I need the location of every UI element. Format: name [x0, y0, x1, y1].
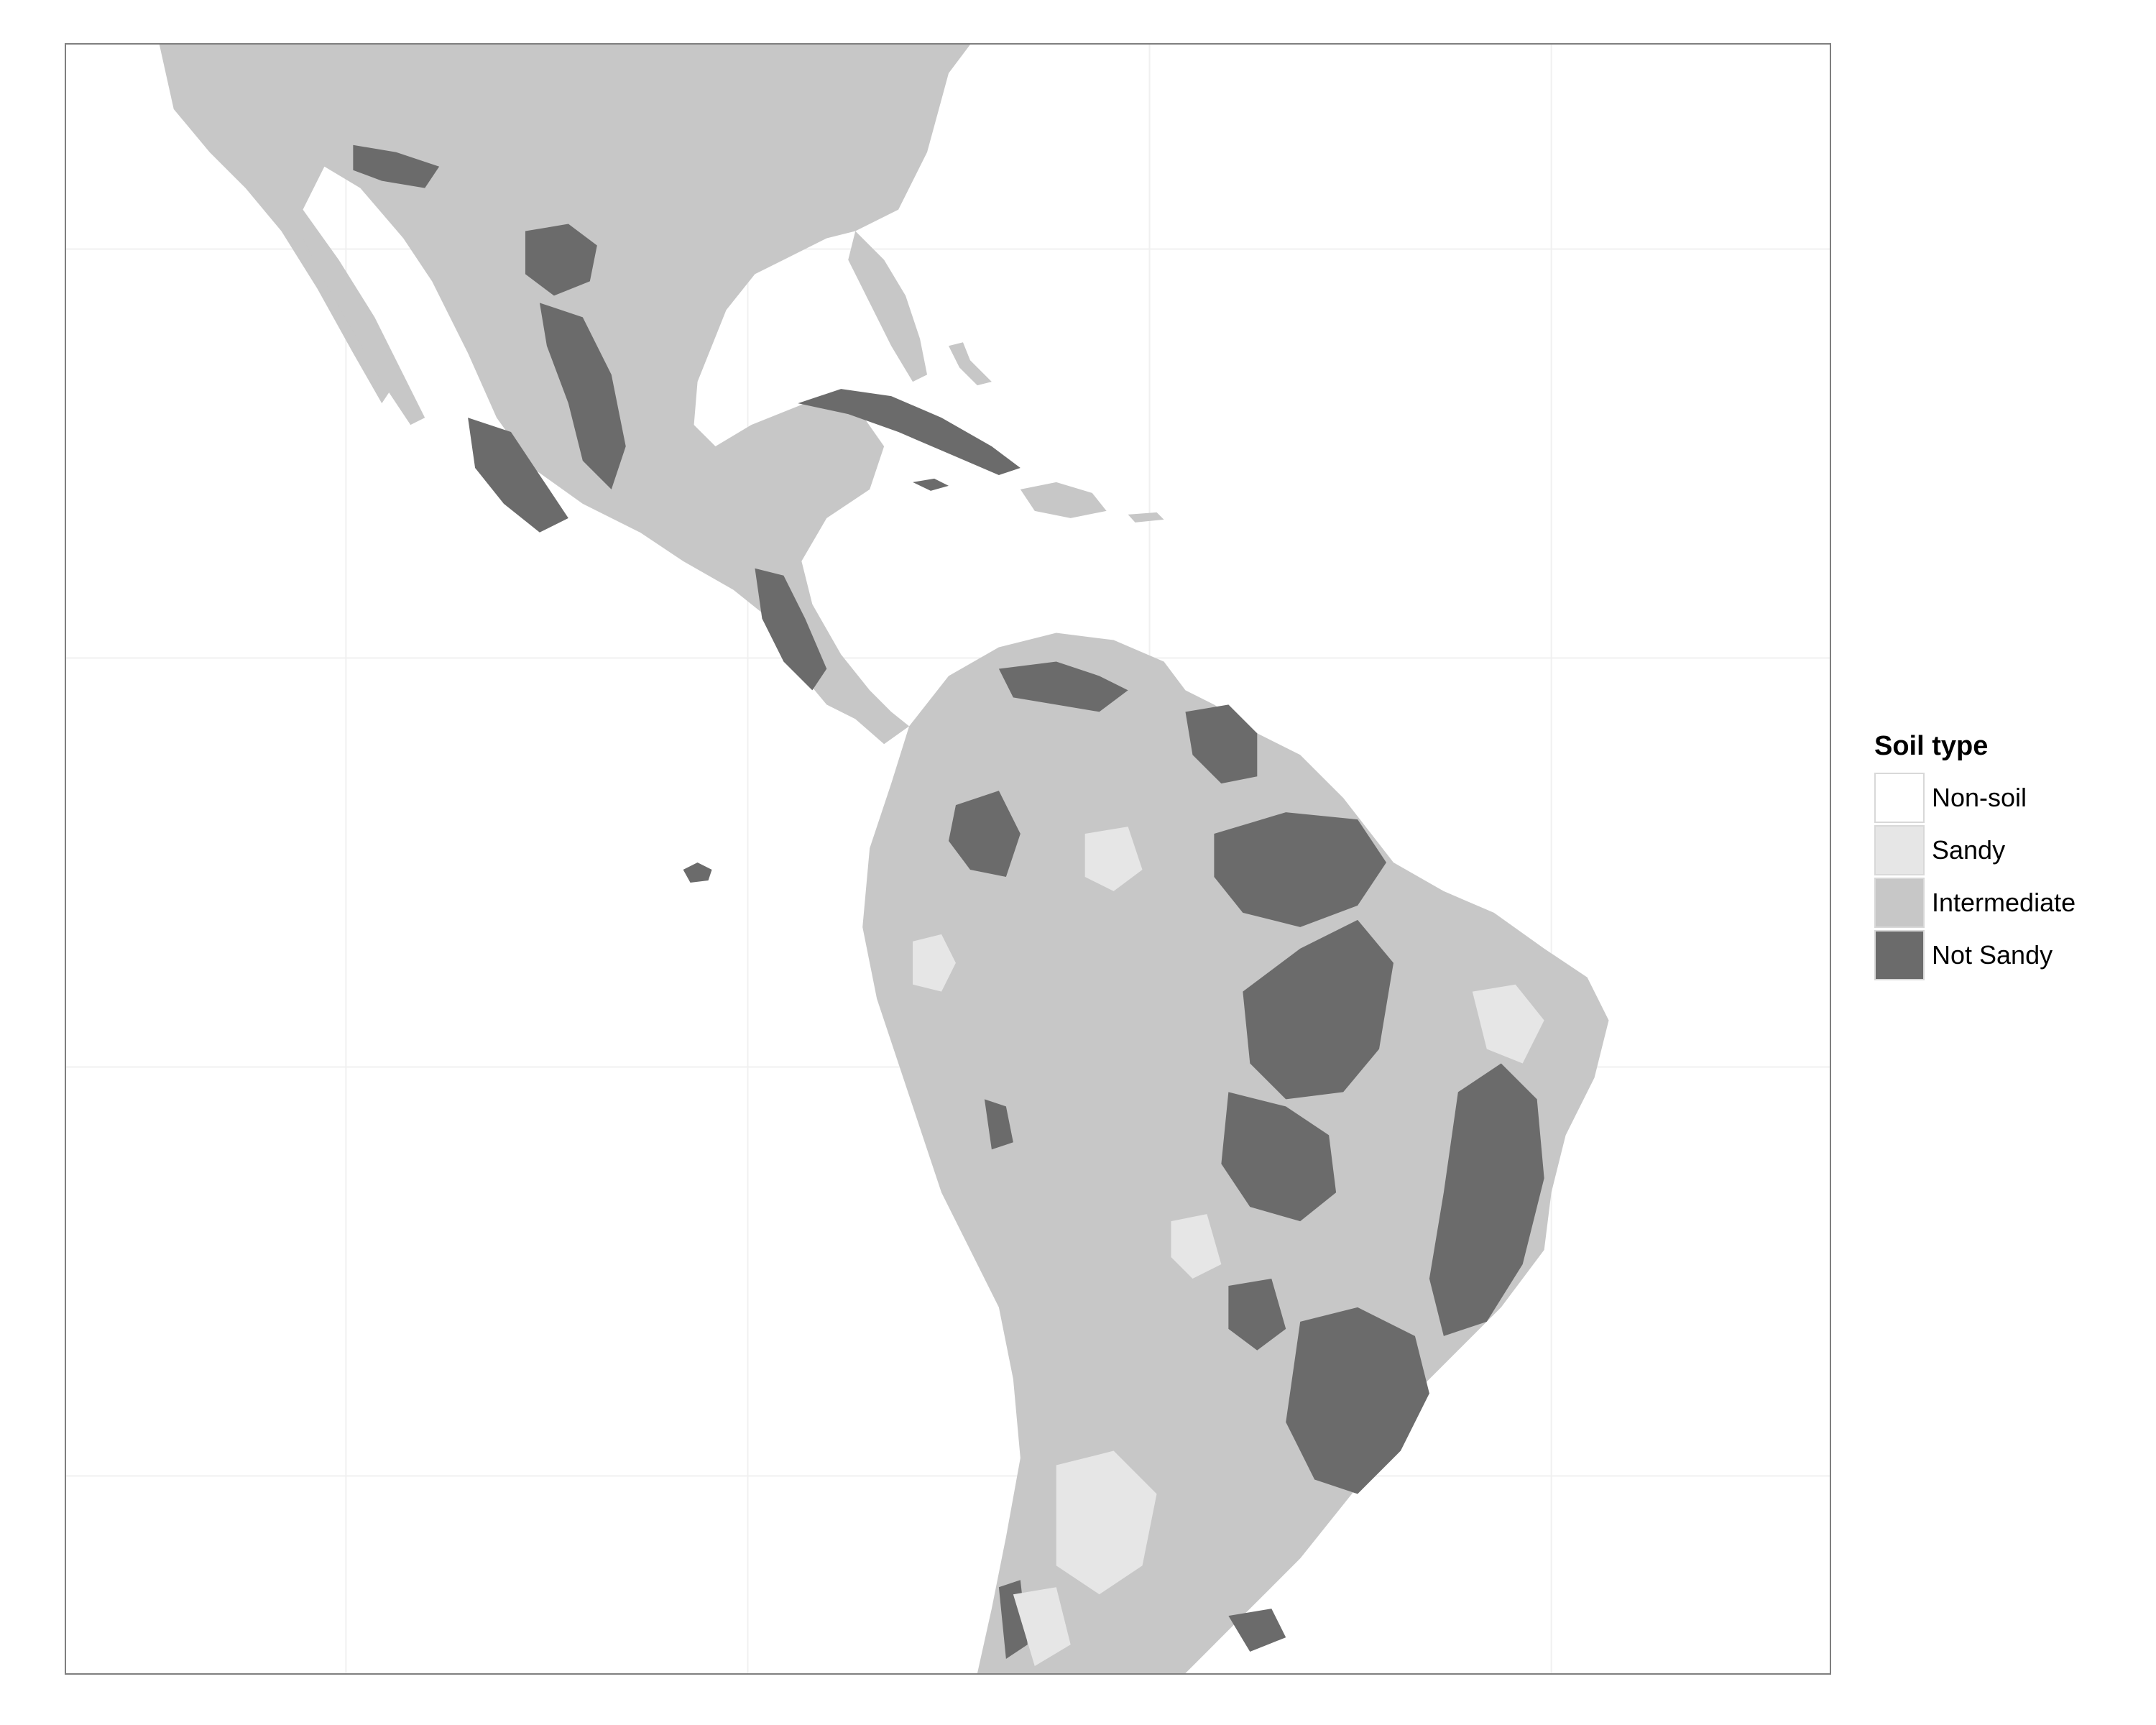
not-sandy-brazil-south: [1286, 1307, 1429, 1494]
not-sandy-brazil-east: [1429, 1063, 1544, 1336]
not-sandy-brazil-central: [1221, 1092, 1337, 1222]
soil-type-map: [65, 43, 1831, 1675]
landmass-baja-california: [303, 209, 425, 426]
legend-label-sandy: Sandy: [1932, 835, 2006, 865]
sandy-areas: [913, 827, 1544, 1667]
not-sandy-guyana: [1185, 704, 1258, 784]
legend-label-not-sandy: Not Sandy: [1932, 940, 2053, 970]
not-sandy-colombia: [948, 791, 1021, 877]
legend-swatch-sandy: [1874, 825, 1925, 876]
not-sandy-paraguay: [1228, 1278, 1286, 1351]
not-sandy-amazon-central: [1243, 919, 1393, 1100]
sandy-patagonia: [1013, 1587, 1071, 1667]
not-sandy-mexico-gulf: [539, 303, 626, 489]
not-sandy-amazon-north: [1214, 812, 1387, 927]
legend-swatch-non-soil: [1874, 773, 1925, 824]
not-sandy-argentina: [1228, 1609, 1286, 1652]
not-sandy-areas: [353, 144, 1544, 1660]
sandy-brazil-northeast: [1472, 984, 1544, 1064]
sandy-argentina-south: [1056, 1450, 1157, 1595]
sandy-bolivia: [1171, 1214, 1222, 1279]
island-jamaica: [913, 478, 949, 491]
not-sandy-great-lakes: [353, 144, 440, 188]
legend-item-non-soil: Non-soil: [1874, 772, 2133, 824]
not-sandy-mexico-south: [468, 418, 568, 533]
not-sandy-venezuela: [998, 661, 1128, 712]
not-sandy-andes-west: [984, 1099, 1013, 1150]
legend-label-non-soil: Non-soil: [1932, 783, 2027, 813]
legend-label-intermediate: Intermediate: [1932, 888, 2076, 918]
legend-item-not-sandy: Not Sandy: [1874, 929, 2133, 982]
island-hispaniola: [1020, 482, 1107, 518]
legend-item-sandy: Sandy: [1874, 824, 2133, 877]
landmass-florida: [848, 231, 928, 382]
landmass-north-central-america: [159, 45, 970, 745]
legend-swatch-intermediate: [1874, 878, 1925, 929]
island-cuba: [798, 389, 1021, 475]
legend-item-intermediate: Intermediate: [1874, 877, 2133, 929]
sandy-amazon-patch: [1084, 827, 1143, 891]
not-sandy-central-america: [755, 568, 827, 691]
sandy-peru-patch: [913, 934, 956, 992]
island-galapagos: [683, 862, 712, 883]
legend: Soil type Non-soil Sandy Intermediate No…: [1874, 731, 2133, 982]
not-sandy-texas: [525, 224, 597, 296]
map-canvas: [66, 45, 1830, 1673]
legend-swatch-not-sandy: [1874, 930, 1925, 981]
island-bahamas: [948, 342, 992, 386]
legend-title: Soil type: [1874, 731, 1989, 761]
island-puerto-rico: [1128, 512, 1164, 523]
